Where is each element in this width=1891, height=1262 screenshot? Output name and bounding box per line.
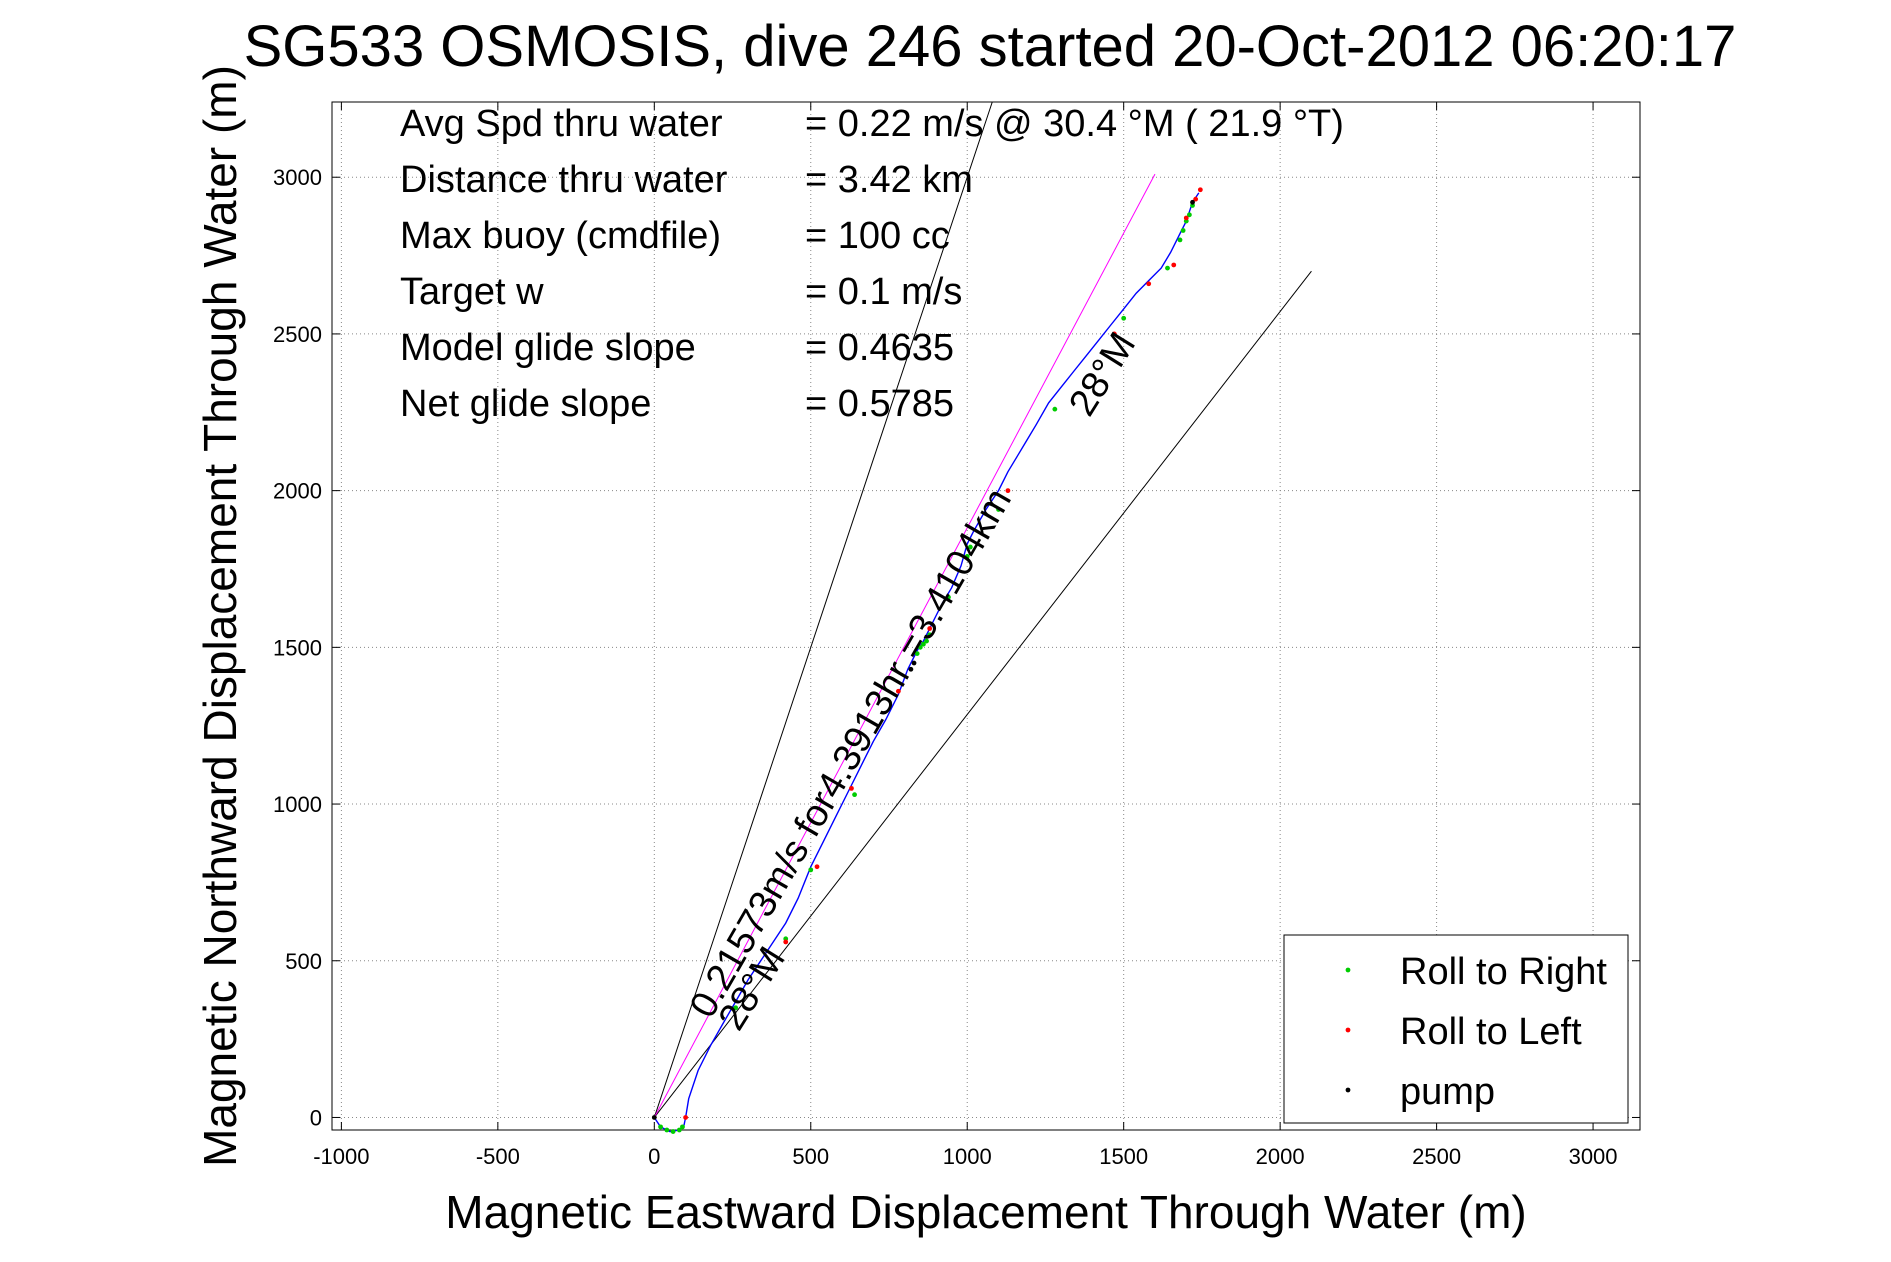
x-tick-label: 1500: [1099, 1144, 1148, 1169]
stat-value: = 0.1 m/s: [805, 271, 962, 313]
pump-point: [1190, 199, 1195, 205]
bearing-lines: [653, 101, 1312, 1118]
roll-to-right-point: [852, 792, 857, 798]
roll-to-right-point: [927, 632, 933, 638]
roll-to-right-point: [1121, 315, 1127, 321]
roll-to-left-point: [783, 939, 789, 945]
roll-to-right-point: [1177, 237, 1183, 243]
y-tick-label: 500: [285, 949, 322, 974]
stat-value: = 0.5785: [805, 383, 954, 425]
roll-to-right-point: [921, 641, 926, 647]
roll-to-right-point: [808, 867, 814, 873]
roll-to-right-point: [680, 1124, 685, 1130]
stats-block: Avg Spd thru water = 0.22 m/s @ 30.4 °M (…: [400, 103, 1344, 425]
roll-to-right-point: [964, 554, 970, 559]
roll-to-right-point: [946, 594, 951, 600]
stat-label: Model glide slope: [400, 327, 696, 369]
roll-to-left-point: [1183, 215, 1189, 221]
legend-label: pump: [1400, 1071, 1495, 1113]
roll-to-left-point: [1111, 331, 1117, 337]
pump-point: [651, 1115, 657, 1120]
stat-label: Net glide slope: [400, 383, 651, 425]
bearing-left: [653, 101, 993, 1118]
roll-to-right-point: [1052, 406, 1058, 412]
legend-marker: [1345, 967, 1351, 973]
track-line: [653, 192, 1200, 1133]
roll-to-right-point: [996, 507, 1001, 512]
roll-to-left-point: [1197, 187, 1203, 193]
y-axis-label: Magnetic Northward Displacement Through …: [194, 65, 246, 1167]
stat-value: = 3.42 km: [805, 159, 973, 201]
roll-to-left-point: [814, 864, 820, 870]
x-tick-label: 2500: [1412, 1144, 1461, 1169]
pump-point: [908, 666, 914, 672]
heading-line: [653, 173, 1156, 1118]
roll-to-right-point: [917, 644, 923, 650]
roll-to-right-point: [914, 651, 920, 657]
legend-label: Roll to Right: [1400, 951, 1607, 993]
legend: Roll to Right Roll to Left pump: [1283, 934, 1629, 1124]
roll-to-right-point: [676, 1127, 682, 1133]
roll-to-left-point: [849, 785, 854, 791]
x-tick-label: 500: [792, 1144, 829, 1169]
roll-to-right-point: [658, 1124, 663, 1130]
roll-to-right-point: [1180, 228, 1186, 233]
y-tick-label: 1000: [273, 792, 322, 817]
stat-label: Avg Spd thru water: [400, 103, 723, 145]
x-tick-label: 1000: [943, 1144, 992, 1169]
roll-to-left-point: [1146, 281, 1152, 287]
y-tick-label: 0: [310, 1105, 322, 1130]
bearing-right: [653, 270, 1312, 1118]
y-tick-label: 1500: [273, 635, 322, 660]
roll-to-left-point: [927, 626, 933, 631]
roll-to-left-point: [683, 1115, 688, 1120]
x-tick-label: -500: [476, 1144, 520, 1169]
stat-label: Distance thru water: [400, 159, 728, 201]
series-layer: [651, 187, 1203, 1134]
y-tick-label: 2500: [273, 322, 322, 347]
roll-to-right-point: [670, 1129, 676, 1134]
roll-to-right-point: [924, 638, 929, 644]
legend-label: Roll to Left: [1400, 1011, 1582, 1053]
roll-to-left-point: [895, 688, 901, 694]
y-tick-label: 2000: [273, 479, 322, 504]
pump-point: [911, 660, 917, 666]
roll-to-left-point: [1193, 196, 1199, 202]
chart-title: SG533 OSMOSIS, dive 246 started 20-Oct-2…: [244, 14, 1737, 79]
legend-box: [1283, 934, 1629, 1124]
roll-to-left-point: [1005, 488, 1011, 494]
x-tick-label: 2000: [1256, 1144, 1305, 1169]
x-axis-label: Magnetic Eastward Displacement Through W…: [445, 1186, 1526, 1238]
x-tick-label: -1000: [313, 1144, 369, 1169]
roll-to-right-point: [967, 544, 973, 550]
x-tick-label: 0: [648, 1144, 660, 1169]
stat-value: = 0.4635: [805, 327, 954, 369]
y-tick-label: 3000: [273, 165, 322, 190]
stat-label: Max buoy (cmdfile): [400, 215, 721, 257]
roll-to-right-point: [664, 1127, 670, 1133]
legend-marker: [1345, 1087, 1351, 1093]
legend-marker: [1345, 1027, 1351, 1033]
roll-to-left-point: [1171, 262, 1177, 268]
x-tick-label: 3000: [1569, 1144, 1618, 1169]
stat-value: = 0.22 m/s @ 30.4 °M ( 21.9 °T): [805, 103, 1344, 145]
stat-value: = 100 cc: [805, 215, 950, 257]
stat-label: Target w: [400, 271, 544, 313]
roll-to-right-point: [733, 1005, 739, 1011]
roll-to-right-point: [1165, 265, 1170, 271]
roll-to-right-point: [1186, 212, 1192, 218]
axis-ticks: -1000 -500 0 500 1000 1500 2000 2500 3000 0 500 100…: [273, 102, 1640, 1169]
